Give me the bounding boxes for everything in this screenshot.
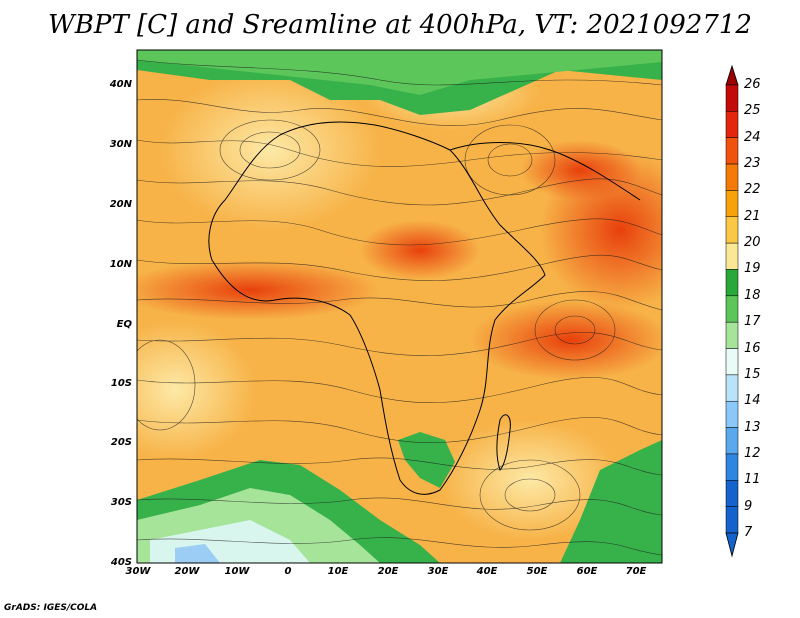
lon-label-20w: 20W <box>174 566 200 577</box>
colorbar-label: 19 <box>744 261 761 277</box>
lat-label-10n: 10N <box>109 259 132 270</box>
colorbar <box>725 64 739 558</box>
colorbar-box <box>725 374 739 402</box>
colorbar-box <box>725 190 739 218</box>
lon-label-50e: 50E <box>526 566 548 577</box>
colorbar-top-arrow <box>725 64 739 86</box>
lat-label-eq: EQ <box>116 319 132 330</box>
lat-label-20n: 20N <box>109 199 132 210</box>
colorbar-label: 7 <box>744 525 753 540</box>
colorbar-label: 11 <box>744 472 761 488</box>
colorbar-box <box>725 216 739 244</box>
lon-label-40e: 40E <box>476 566 498 577</box>
lat-label-30s: 30S <box>110 497 132 508</box>
colorbar-box <box>725 137 739 165</box>
colorbar-label: 12 <box>744 445 761 461</box>
colorbar-box <box>725 321 739 349</box>
lon-label-70e: 70E <box>625 566 647 577</box>
temperature-field <box>137 50 662 563</box>
colorbar-label: 25 <box>744 103 761 119</box>
colorbar-label: 26 <box>744 77 761 92</box>
colorbar-label: 21 <box>744 208 761 224</box>
credit-text: GrADS: IGES/COLA <box>4 603 98 613</box>
plot-frame <box>136 49 663 564</box>
colorbar-label: 14 <box>744 393 761 409</box>
colorbar-label: 16 <box>744 340 761 356</box>
colorbar-box <box>725 506 739 534</box>
colorbar-box <box>725 400 739 428</box>
colorbar-label: 22 <box>744 182 761 198</box>
colorbar-box <box>725 84 739 112</box>
lon-label-30e: 30E <box>427 566 449 577</box>
colorbar-box <box>725 111 739 138</box>
colorbar-label: 9 <box>744 498 753 514</box>
colorbar-box <box>725 480 739 507</box>
colorbar-box <box>725 453 739 481</box>
colorbar-box <box>725 348 739 376</box>
lon-label-60e: 60E <box>576 566 598 577</box>
lat-label-30n: 30N <box>109 139 132 150</box>
lon-label-30w: 30W <box>125 566 151 577</box>
lat-label-40n: 40N <box>109 79 132 90</box>
colorbar-label: 15 <box>744 366 761 382</box>
colorbar-box <box>725 163 739 191</box>
coastline <box>208 121 641 495</box>
lon-label-0: 0 <box>284 566 292 577</box>
colorbar-label: 18 <box>744 287 761 303</box>
map-title: WBPT [C] and Sreamline at 400hPa, VT: 20… <box>48 10 752 40</box>
colorbar-label: 17 <box>744 314 761 330</box>
colorbar-box <box>725 427 739 455</box>
lon-label-10w: 10W <box>224 566 250 577</box>
lon-label-20e: 20E <box>377 566 399 577</box>
colorbar-label: 24 <box>744 129 761 145</box>
colorbar-box <box>725 242 739 270</box>
lat-label-10s: 10S <box>110 378 132 389</box>
colorbar-label: 13 <box>744 419 761 435</box>
colorbar-label: 20 <box>744 235 761 251</box>
lat-label-40s: 40S <box>110 557 132 568</box>
lon-label-10e: 10E <box>327 566 349 577</box>
colorbar-label: 23 <box>744 156 761 172</box>
colorbar-box <box>725 295 739 323</box>
colorbar-box <box>725 269 739 297</box>
colorbar-bottom-arrow <box>725 532 739 558</box>
lat-label-20s: 20S <box>110 437 132 448</box>
